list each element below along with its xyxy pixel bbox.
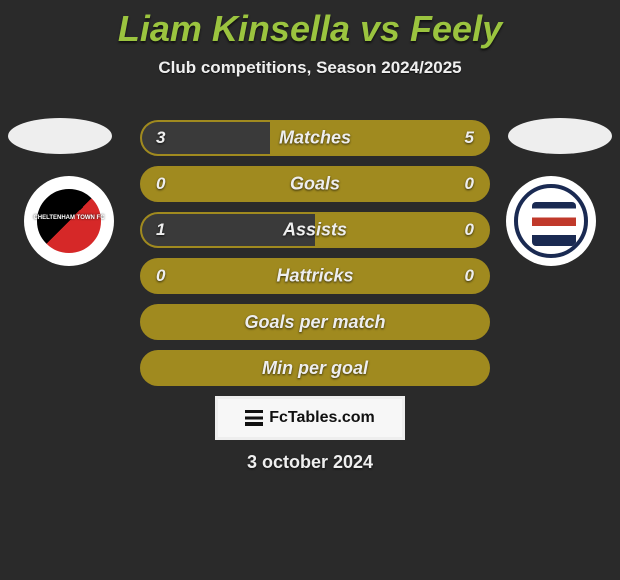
credit-link[interactable]: FcTables.com xyxy=(215,396,405,440)
stat-bar-goals: 0 Goals 0 xyxy=(140,166,490,202)
club-crest-left xyxy=(24,176,114,266)
stat-label: Goals xyxy=(290,174,340,195)
stat-bar-goals-per-match: Goals per match xyxy=(140,304,490,340)
page-title: Liam Kinsella vs Feely xyxy=(0,0,620,50)
stat-value-right: 0 xyxy=(465,266,474,286)
stat-value-right: 0 xyxy=(465,174,474,194)
stat-value-left: 1 xyxy=(156,220,165,240)
stat-bar-assists: 1 Assists 0 xyxy=(140,212,490,248)
barrow-crest-icon xyxy=(514,184,588,258)
stat-bar-min-per-goal: Min per goal xyxy=(140,350,490,386)
stat-value-left: 0 xyxy=(156,266,165,286)
player-photo-right-placeholder xyxy=(508,118,612,154)
stat-bar-matches: 3 Matches 5 xyxy=(140,120,490,156)
club-crest-right xyxy=(506,176,596,266)
stat-label: Matches xyxy=(279,128,351,149)
stat-label: Hattricks xyxy=(276,266,353,287)
player-photo-left-placeholder xyxy=(8,118,112,154)
stat-value-right: 5 xyxy=(465,128,474,148)
comparison-card: Liam Kinsella vs Feely Club competitions… xyxy=(0,0,620,580)
stat-label: Min per goal xyxy=(262,352,368,384)
cheltenham-crest-icon xyxy=(34,186,104,256)
stat-value-left: 0 xyxy=(156,174,165,194)
stat-bar-hattricks: 0 Hattricks 0 xyxy=(140,258,490,294)
page-subtitle: Club competitions, Season 2024/2025 xyxy=(0,58,620,78)
stat-label: Assists xyxy=(283,220,347,241)
stat-value-right: 0 xyxy=(465,220,474,240)
bar-chart-icon xyxy=(245,410,263,426)
stat-label: Goals per match xyxy=(244,306,385,338)
stat-bars: 3 Matches 5 0 Goals 0 1 Assists 0 0 Hatt… xyxy=(140,120,490,396)
stat-value-left: 3 xyxy=(156,128,165,148)
credit-text: FcTables.com xyxy=(269,409,375,427)
date-label: 3 october 2024 xyxy=(247,452,373,473)
